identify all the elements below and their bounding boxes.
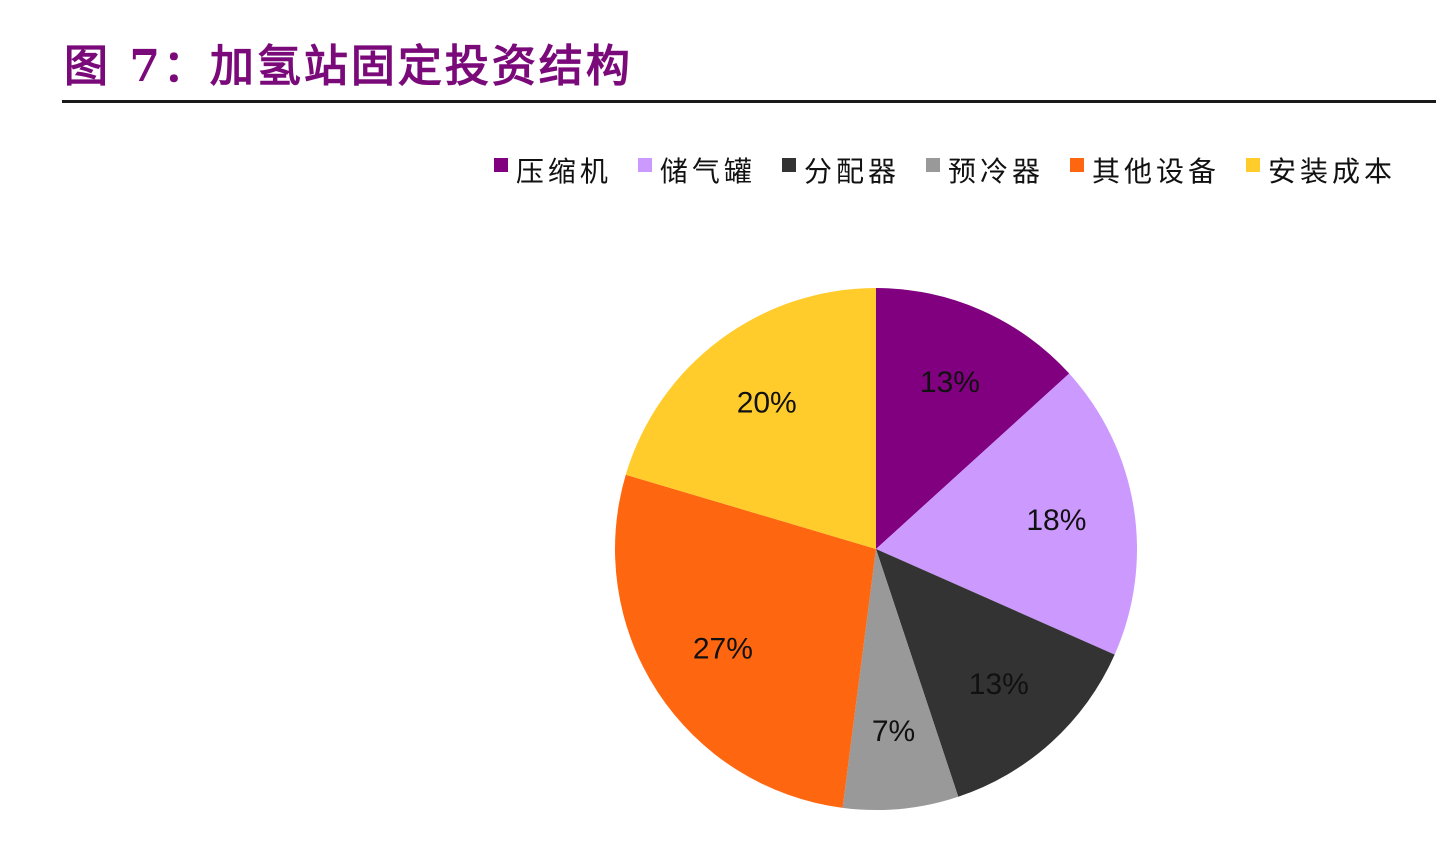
- legend-swatch: [781, 158, 796, 172]
- pie-slice-installation-cost: [625, 288, 876, 549]
- legend-swatch: [637, 158, 652, 172]
- legend-item-installation-cost: 安装成本: [1245, 150, 1396, 190]
- pie-slice-precooler: [842, 549, 959, 810]
- legend-swatch: [1245, 158, 1260, 172]
- pie-slice-dispenser: [876, 549, 1115, 797]
- legend-item-other-equipment: 其他设备: [1069, 150, 1220, 190]
- pie-data-label: 7%: [872, 715, 915, 748]
- pie-data-label: 13%: [920, 366, 980, 399]
- legend-swatch: [493, 158, 508, 172]
- pie-data-label: 18%: [1026, 504, 1086, 537]
- legend-item-storage-tank: 储气罐: [637, 150, 756, 190]
- legend-label: 其他设备: [1091, 155, 1220, 188]
- legend-item-precooler: 预冷器: [925, 150, 1044, 190]
- chart-legend: 压缩机 储气罐 分配器 预冷器 其他设备 安装成本: [493, 150, 1396, 190]
- legend-label: 压缩机: [515, 155, 612, 188]
- legend-label: 分配器: [803, 155, 900, 188]
- pie-data-label: 27%: [693, 633, 753, 666]
- legend-item-dispenser: 分配器: [781, 150, 900, 190]
- legend-swatch: [925, 158, 940, 172]
- legend-item-compressor: 压缩机: [493, 150, 612, 190]
- pie-data-label: 20%: [737, 387, 797, 420]
- pie-slice-other-equipment: [615, 474, 876, 808]
- legend-label: 安装成本: [1267, 155, 1396, 188]
- figure-title: 图 7：加氢站固定投资结构: [64, 41, 633, 92]
- legend-swatch: [1069, 158, 1084, 172]
- title-underline: [62, 100, 1436, 103]
- legend-label: 储气罐: [659, 155, 756, 188]
- pie-data-label: 13%: [969, 668, 1029, 701]
- pie-slice-storage-tank: [876, 373, 1137, 655]
- legend-label: 预冷器: [947, 155, 1044, 188]
- pie-slice-compressor: [876, 288, 1070, 549]
